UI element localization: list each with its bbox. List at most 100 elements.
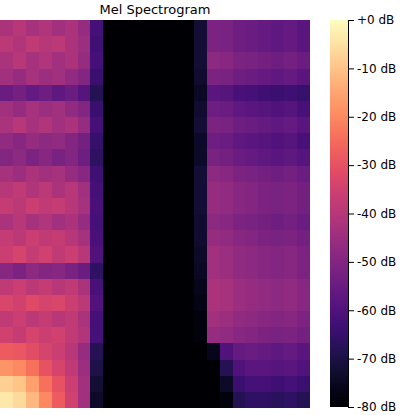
cell [181, 230, 194, 247]
cell [52, 214, 65, 231]
cell [297, 230, 310, 247]
tick: -70 dB [348, 352, 396, 366]
cell [39, 246, 52, 263]
cell [284, 343, 297, 360]
cell [52, 392, 65, 408]
cell [271, 263, 284, 280]
cell [13, 246, 26, 263]
cell [220, 198, 233, 215]
cell [13, 52, 26, 69]
cell [78, 392, 91, 408]
cell [103, 36, 116, 53]
cell [90, 182, 103, 199]
cell [245, 20, 258, 37]
cell [26, 85, 39, 102]
colorbar-axis: +0 dB-10 dB-20 dB-30 dB-40 dB-50 dB-60 d… [348, 13, 396, 414]
cell [142, 198, 155, 215]
cell [39, 182, 52, 199]
cell [207, 327, 220, 344]
cell [155, 360, 168, 377]
cell [155, 246, 168, 263]
tick: +0 dB [348, 13, 394, 27]
cell [271, 117, 284, 134]
cell [181, 52, 194, 69]
cell [26, 263, 39, 280]
cell [103, 117, 116, 134]
cell [181, 360, 194, 377]
cell [245, 343, 258, 360]
cell [220, 133, 233, 150]
cell [233, 101, 246, 118]
cell [90, 36, 103, 53]
cell [65, 230, 78, 247]
cell [258, 263, 271, 280]
cell [258, 311, 271, 328]
cell [26, 246, 39, 263]
cell [220, 36, 233, 53]
cell [168, 149, 181, 166]
cell [284, 182, 297, 199]
cell [194, 327, 207, 344]
cell [90, 311, 103, 328]
cell [181, 101, 194, 118]
cell [90, 101, 103, 118]
tick: -40 dB [348, 207, 396, 221]
cell [271, 133, 284, 150]
cell [233, 36, 246, 53]
cell [52, 69, 65, 86]
cell [65, 101, 78, 118]
cell [284, 295, 297, 312]
cell [0, 69, 13, 86]
cell [297, 101, 310, 118]
cell [103, 295, 116, 312]
cell [13, 327, 26, 344]
cell [78, 20, 91, 37]
cell [129, 376, 142, 393]
cell [284, 311, 297, 328]
cell [233, 392, 246, 408]
cell [129, 69, 142, 86]
cell [168, 214, 181, 231]
cell [297, 198, 310, 215]
cell [155, 263, 168, 280]
cell [245, 295, 258, 312]
cell [52, 182, 65, 199]
cell [0, 149, 13, 166]
cell [194, 343, 207, 360]
cell [90, 376, 103, 393]
cell [39, 263, 52, 280]
cell [194, 85, 207, 102]
cell [0, 85, 13, 102]
cell [13, 392, 26, 408]
cell [233, 198, 246, 215]
cell [155, 311, 168, 328]
cell [207, 360, 220, 377]
cell [245, 149, 258, 166]
cell [220, 311, 233, 328]
cell [116, 69, 129, 86]
cell [284, 69, 297, 86]
cell [13, 311, 26, 328]
cell [0, 166, 13, 183]
cell [155, 327, 168, 344]
cell [155, 117, 168, 134]
cell [220, 279, 233, 296]
cell [129, 20, 142, 37]
cell [245, 101, 258, 118]
cell [168, 101, 181, 118]
cell [52, 198, 65, 215]
cell [168, 376, 181, 393]
cell [181, 263, 194, 280]
tick-label: -80 dB [357, 400, 396, 414]
cell [194, 263, 207, 280]
cell [78, 343, 91, 360]
cell [52, 52, 65, 69]
cell [103, 279, 116, 296]
cell [52, 311, 65, 328]
cell [233, 117, 246, 134]
cell [245, 69, 258, 86]
cell [90, 295, 103, 312]
cell [142, 392, 155, 408]
cell [258, 133, 271, 150]
cell [26, 101, 39, 118]
